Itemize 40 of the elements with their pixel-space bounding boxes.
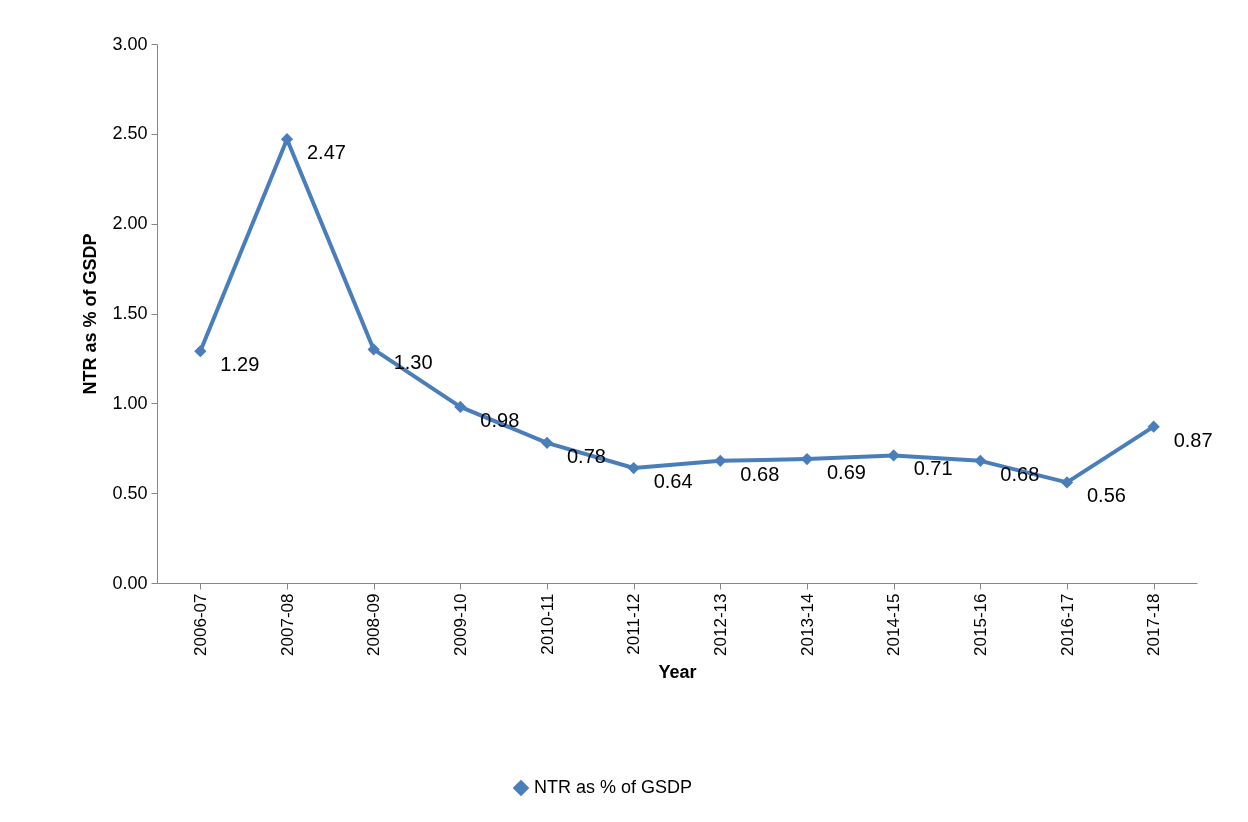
legend-label: NTR as % of GSDP: [534, 777, 693, 797]
x-tick-label: 2006-07: [190, 593, 210, 656]
x-tick-label: 2009-10: [450, 593, 470, 656]
x-tick-label: 2011-12: [624, 593, 644, 655]
data-label: 0.64: [653, 470, 693, 493]
point: [627, 461, 640, 475]
y-tick-label: 2.50: [112, 123, 148, 144]
y-tick-label: 2.00: [112, 213, 148, 234]
x-axis-title: Year: [658, 661, 697, 682]
x-tick-label: 2008-09: [364, 593, 384, 656]
point: [1060, 476, 1074, 489]
point: [454, 400, 467, 414]
data-label: 0.69: [827, 461, 866, 484]
x-tick-label: 2010-11: [537, 593, 557, 655]
point: [367, 343, 380, 356]
data-label: 0.56: [1087, 484, 1126, 507]
point: [974, 454, 987, 467]
data-label: 1.29: [220, 353, 260, 376]
x-tick-label: 2017-18: [1144, 593, 1164, 656]
y-tick-label: 1.00: [112, 392, 148, 413]
y-tick-label: 0.00: [112, 572, 148, 593]
x-tick-label: 2016-17: [1057, 593, 1077, 656]
x-tick-label: 2013-14: [797, 593, 817, 656]
x-tick-label: 2012-13: [710, 593, 730, 656]
point: [1147, 420, 1160, 433]
y-tick-label: 1.50: [112, 303, 148, 323]
x-tick-label: 2014-15: [884, 593, 904, 656]
data-label: 0.68: [740, 462, 780, 485]
point: [194, 345, 207, 358]
y-tick-label: 0.50: [112, 482, 148, 503]
data-label: 0.71: [913, 457, 953, 480]
x-tick-label: 2007-08: [277, 593, 297, 656]
y-axis-title: NTR as % of GSDP: [80, 233, 101, 395]
x-tick-label: 2015-16: [970, 593, 990, 656]
data-label: 2.47: [307, 141, 346, 164]
y-tick-label: 3.00: [112, 33, 148, 54]
data-label: 1.30: [393, 351, 433, 374]
data-label: 0.87: [1173, 428, 1213, 451]
point: [800, 452, 814, 466]
point: [540, 436, 554, 449]
